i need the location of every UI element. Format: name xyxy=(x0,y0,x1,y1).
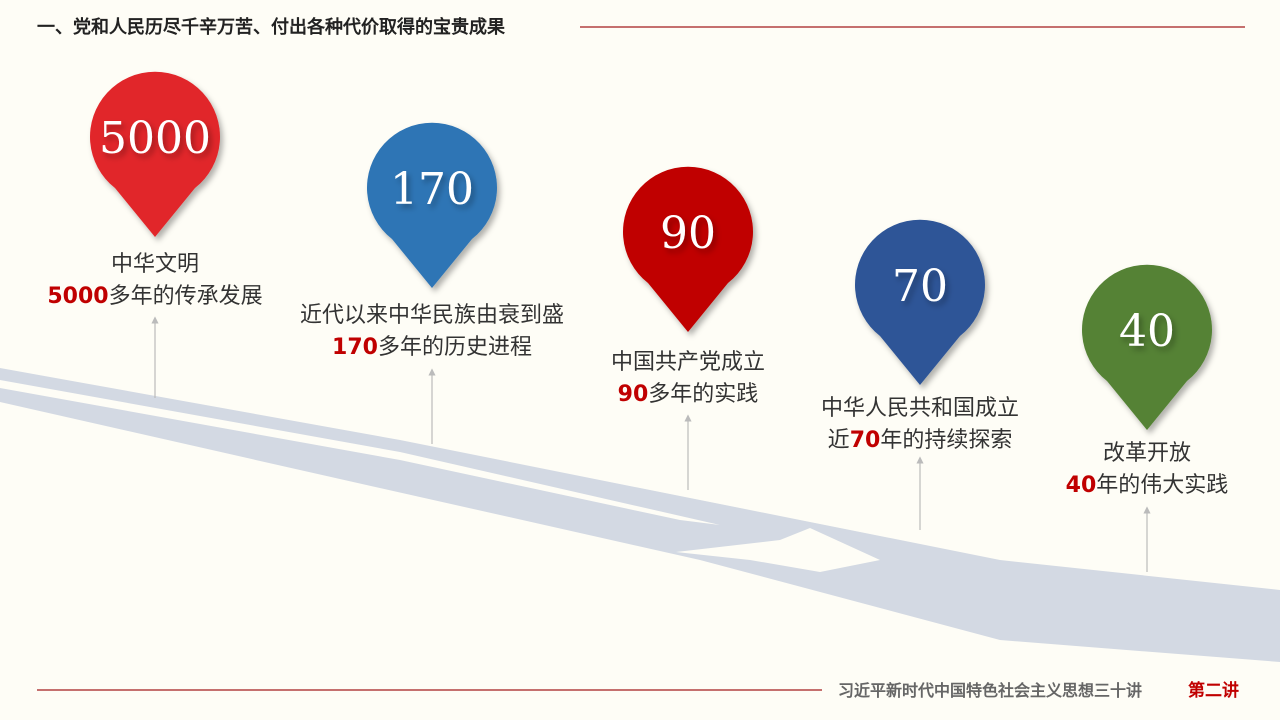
pin xyxy=(367,122,497,288)
caption-line: 中华文明 xyxy=(111,252,199,277)
pin-number: 90 xyxy=(660,208,716,259)
caption-highlight: 70 xyxy=(850,428,881,453)
caption-line: 5000多年的传承发展 xyxy=(47,284,262,309)
caption-highlight: 5000 xyxy=(47,284,108,309)
caption-highlight: 40 xyxy=(1066,473,1097,498)
caption-line: 近代以来中华民族由衰到盛 xyxy=(300,303,564,328)
footer-text: 习近平新时代中国特色社会主义思想三十讲 xyxy=(838,681,1142,700)
pin xyxy=(855,219,986,385)
pin-number: 170 xyxy=(390,164,474,215)
caption-line: 170多年的历史进程 xyxy=(332,335,532,360)
timeline: 5000中华文明5000多年的传承发展170近代以来中华民族由衰到盛170多年的… xyxy=(47,71,1229,572)
caption-line: 近70年的持续探索 xyxy=(828,428,1013,453)
caption-rest: 年的持续探索 xyxy=(880,428,1012,453)
footer-lecture: 第二讲 xyxy=(1188,680,1239,701)
caption-line: 改革开放 xyxy=(1103,441,1191,466)
caption-line: 中国共产党成立 xyxy=(611,350,765,375)
pin xyxy=(1081,264,1212,430)
caption-prefix: 近 xyxy=(828,428,850,453)
pin xyxy=(89,71,220,237)
pin-number: 70 xyxy=(892,261,948,312)
caption-line: 中华人民共和国成立 xyxy=(821,396,1019,421)
caption-rest: 年的伟大实践 xyxy=(1096,473,1228,498)
pin-number: 5000 xyxy=(99,113,211,164)
caption-line: 40年的伟大实践 xyxy=(1066,473,1229,498)
header-title: 一、党和人民历尽千辛万苦、付出各种代价取得的宝贵成果 xyxy=(37,16,506,38)
pin-number: 40 xyxy=(1119,306,1175,357)
caption-rest: 多年的历史进程 xyxy=(378,335,532,360)
road xyxy=(0,368,1280,662)
caption-highlight: 170 xyxy=(332,335,378,360)
pin xyxy=(623,166,754,332)
caption-highlight: 90 xyxy=(618,382,649,407)
caption-line: 90多年的实践 xyxy=(618,382,759,407)
caption-rest: 多年的传承发展 xyxy=(109,284,263,309)
caption-rest: 多年的实践 xyxy=(648,382,758,407)
